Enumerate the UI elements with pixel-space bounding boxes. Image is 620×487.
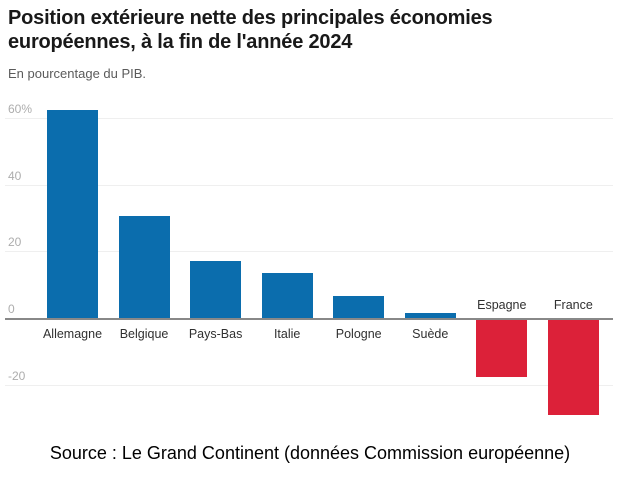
plot-area: 60% 40 20 0 -20 Allemagne Belgique Pays-Bas Ital… xyxy=(0,100,620,435)
chart-subtitle: En pourcentage du PIB. xyxy=(8,66,147,81)
bar xyxy=(190,261,242,318)
source-caption: Source : Le Grand Continent (données Com… xyxy=(49,443,571,463)
y-tick-label: 0 xyxy=(8,302,15,316)
bar xyxy=(261,273,313,318)
bar xyxy=(333,296,385,318)
category-label: Italie xyxy=(273,327,301,341)
y-tick-label: 40 xyxy=(8,168,22,183)
y-tick-label: 20 xyxy=(8,235,22,250)
y-tick-label: -20 xyxy=(8,368,26,383)
bar xyxy=(47,109,98,318)
gridline xyxy=(5,118,613,119)
category-label: France xyxy=(553,298,593,312)
zero-axis-line xyxy=(5,318,613,320)
category-label: Belgique xyxy=(119,327,169,341)
gridline xyxy=(5,251,613,253)
gridline xyxy=(5,184,613,186)
bar xyxy=(476,320,528,377)
category-label: Pays-Bas xyxy=(188,327,243,341)
chart-title: Position extérieure nette des principale… xyxy=(8,7,493,54)
category-label: Suède xyxy=(412,327,449,341)
category-label: Allemagne xyxy=(42,327,103,341)
category-label: Espagne xyxy=(477,298,527,312)
y-tick-label: 60% xyxy=(8,102,33,116)
bar xyxy=(118,216,170,318)
bar xyxy=(547,320,599,415)
category-label: Pologne xyxy=(335,327,382,341)
bar xyxy=(404,313,456,318)
gridline xyxy=(5,384,613,386)
